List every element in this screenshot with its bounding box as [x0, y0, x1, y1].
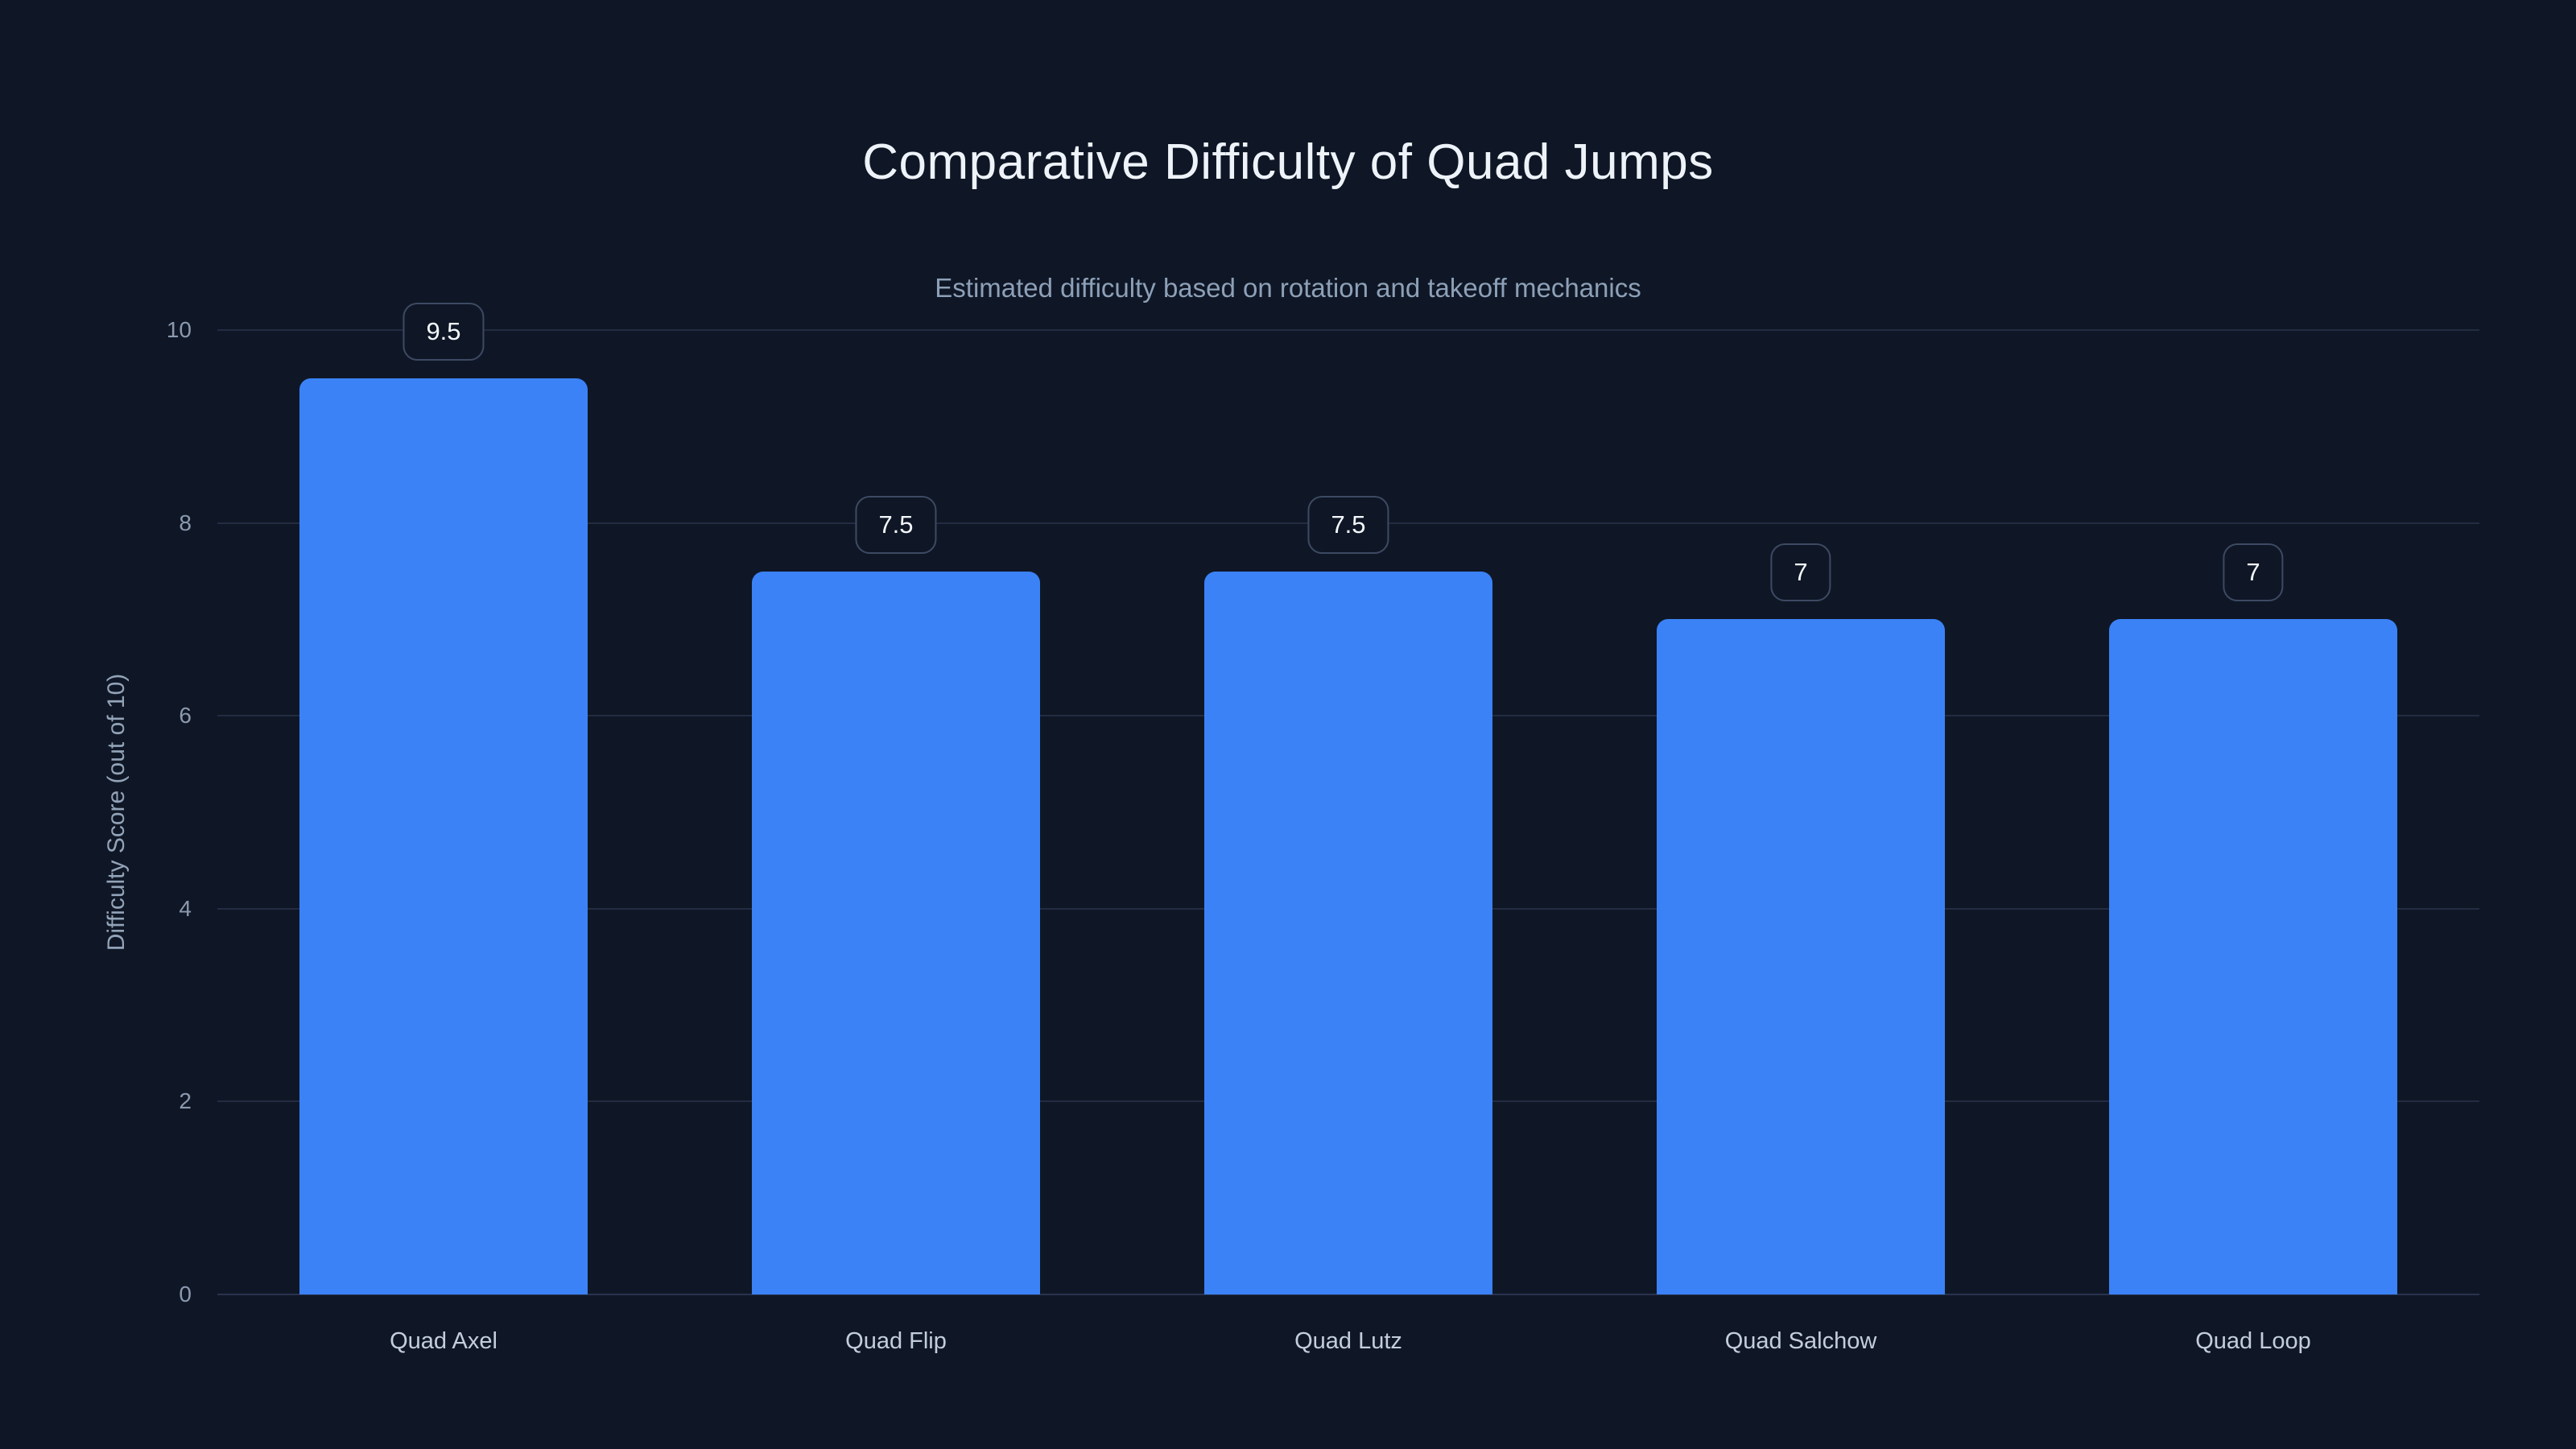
gridline [217, 329, 2479, 331]
bar [1204, 571, 1492, 1294]
y-axis-tick-label: 4 [179, 895, 192, 921]
bar [752, 571, 1040, 1294]
value-badge: 7 [2223, 543, 2284, 602]
y-axis-tick-label: 10 [166, 317, 192, 342]
y-axis-title: Difficulty Score (out of 10) [103, 673, 130, 952]
chart-title: Comparative Difficulty of Quad Jumps [862, 134, 1714, 190]
bar [1657, 619, 1945, 1294]
x-axis-category-label: Quad Axel [390, 1328, 497, 1354]
y-axis-tick-label: 6 [179, 703, 192, 729]
chart-subtitle: Estimated difficulty based on rotation a… [935, 273, 1641, 303]
value-badge: 9.5 [402, 302, 485, 361]
y-axis-tick-label: 0 [179, 1282, 192, 1307]
x-axis-category-label: Quad Loop [2195, 1328, 2311, 1354]
bar [2109, 619, 2397, 1294]
bar [299, 378, 588, 1294]
x-axis-category-label: Quad Flip [845, 1328, 947, 1354]
value-badge: 7.5 [855, 495, 937, 554]
value-badge: 7 [1770, 543, 1831, 602]
gridline [217, 1294, 2479, 1295]
value-badge: 7.5 [1307, 495, 1389, 554]
y-axis-tick-label: 8 [179, 510, 192, 535]
plot-area: 0 2 4 6 8 10 9.5 Quad Axel 7.5 Quad Flip 7.5 Quad L… [167, 302, 2479, 1354]
x-axis-category-label: Quad Lutz [1294, 1328, 1402, 1354]
y-axis-tick-label: 2 [179, 1088, 192, 1114]
x-axis-category-label: Quad Salchow [1724, 1328, 1877, 1354]
